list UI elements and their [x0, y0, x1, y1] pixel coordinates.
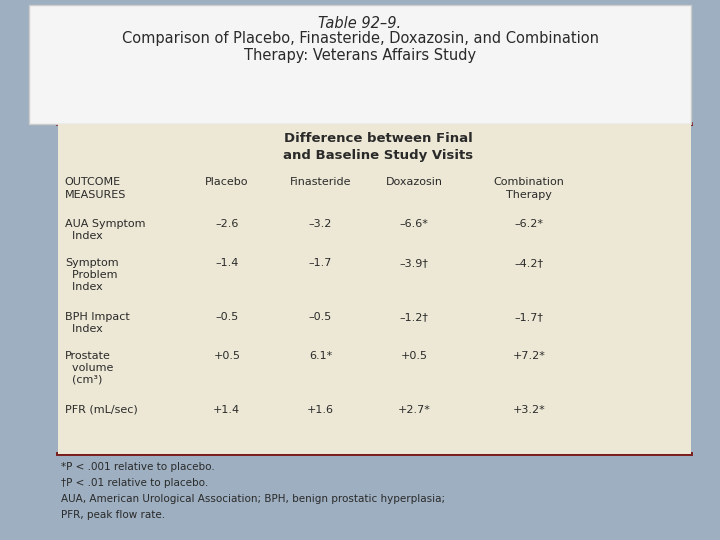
- Text: PFR (mL/sec): PFR (mL/sec): [65, 405, 138, 415]
- Text: Combination
Therapy: Combination Therapy: [494, 177, 564, 199]
- Text: AUA Symptom: AUA Symptom: [65, 219, 145, 230]
- Text: Index: Index: [65, 231, 102, 241]
- Text: OUTCOME
MEASURES: OUTCOME MEASURES: [65, 177, 126, 199]
- Text: Table 92–9.: Table 92–9.: [318, 16, 402, 31]
- Text: †P < .01 relative to placebo.: †P < .01 relative to placebo.: [61, 478, 209, 488]
- Text: Doxazosin: Doxazosin: [385, 177, 443, 187]
- Text: +2.7*: +2.7*: [397, 405, 431, 415]
- Text: Index: Index: [65, 282, 102, 292]
- Text: Prostate: Prostate: [65, 351, 111, 361]
- Text: Index: Index: [65, 324, 102, 334]
- Text: –3.2: –3.2: [309, 219, 332, 230]
- Text: –1.2†: –1.2†: [400, 312, 428, 322]
- Text: Symptom: Symptom: [65, 258, 118, 268]
- Text: Finasteride: Finasteride: [289, 177, 351, 187]
- Text: BPH Impact: BPH Impact: [65, 312, 130, 322]
- Text: +3.2*: +3.2*: [513, 405, 546, 415]
- Text: –2.6: –2.6: [215, 219, 238, 230]
- Text: Problem: Problem: [65, 270, 117, 280]
- Text: PFR, peak flow rate.: PFR, peak flow rate.: [61, 510, 166, 521]
- Text: –1.7: –1.7: [309, 258, 332, 268]
- Text: –6.6*: –6.6*: [400, 219, 428, 230]
- Text: Placebo: Placebo: [205, 177, 248, 187]
- Text: Therapy: Veterans Affairs Study: Therapy: Veterans Affairs Study: [244, 48, 476, 63]
- Text: Difference between Final
and Baseline Study Visits: Difference between Final and Baseline St…: [283, 132, 473, 163]
- Text: –1.7†: –1.7†: [515, 312, 544, 322]
- Text: +0.5: +0.5: [400, 351, 428, 361]
- Text: AUA, American Urological Association; BPH, benign prostatic hyperplasia;: AUA, American Urological Association; BP…: [61, 494, 446, 504]
- Text: (cm³): (cm³): [65, 375, 102, 385]
- Text: –0.5: –0.5: [215, 312, 238, 322]
- Text: +1.6: +1.6: [307, 405, 334, 415]
- Text: –4.2†: –4.2†: [515, 258, 544, 268]
- Text: –1.4: –1.4: [215, 258, 238, 268]
- Text: volume: volume: [65, 363, 113, 373]
- Text: –6.2*: –6.2*: [515, 219, 544, 230]
- Text: Comparison of Placebo, Finasteride, Doxazosin, and Combination: Comparison of Placebo, Finasteride, Doxa…: [122, 31, 598, 46]
- Text: *P < .001 relative to placebo.: *P < .001 relative to placebo.: [61, 462, 215, 472]
- Text: +0.5: +0.5: [213, 351, 240, 361]
- Text: –3.9†: –3.9†: [400, 258, 428, 268]
- Text: 6.1*: 6.1*: [309, 351, 332, 361]
- Text: +7.2*: +7.2*: [513, 351, 546, 361]
- Text: –0.5: –0.5: [309, 312, 332, 322]
- Text: +1.4: +1.4: [213, 405, 240, 415]
